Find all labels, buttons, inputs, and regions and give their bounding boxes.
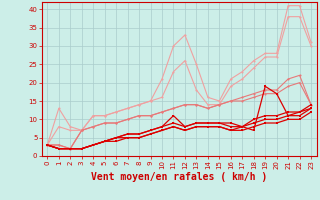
X-axis label: Vent moyen/en rafales ( km/h ): Vent moyen/en rafales ( km/h ) xyxy=(91,172,267,182)
